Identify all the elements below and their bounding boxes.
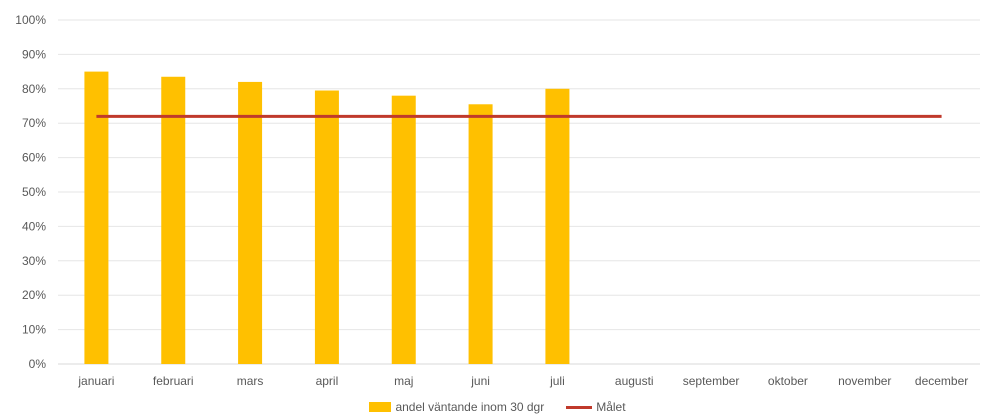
x-axis: januari februari mars april maj juni juli augus… — [77, 374, 968, 388]
x-tick-label: oktober — [768, 374, 808, 388]
y-tick-label: 40% — [22, 219, 46, 233]
legend-label-bars: andel väntande inom 30 dgr — [395, 400, 545, 414]
y-tick-label: 90% — [22, 47, 46, 61]
x-tick-label: september — [683, 374, 740, 388]
x-tick-label: juli — [549, 374, 565, 388]
x-tick-label: mars — [237, 374, 264, 388]
x-tick-label: augusti — [615, 374, 654, 388]
bar — [391, 95, 416, 365]
legend-item-bars: andel väntande inom 30 dgr — [369, 400, 544, 414]
bar — [314, 90, 339, 365]
gridlines — [58, 19, 980, 365]
y-axis: 0% 10% 20% 30% 40% 50% 60% 70% 80% 90% 100% — [15, 13, 46, 371]
x-tick-label: januari — [77, 374, 114, 388]
legend-label-goal: Målet — [596, 400, 626, 414]
bar — [468, 104, 493, 364]
legend: andel väntande inom 30 dgr Målet — [0, 398, 995, 416]
y-tick-label: 20% — [22, 288, 46, 302]
y-tick-label: 80% — [22, 82, 46, 96]
bar — [84, 71, 109, 364]
legend-swatch-goal — [566, 405, 593, 409]
bar — [545, 88, 570, 365]
x-tick-label: februari — [153, 374, 194, 388]
y-tick-label: 0% — [29, 357, 47, 371]
y-tick-label: 30% — [22, 254, 46, 268]
y-tick-label: 50% — [22, 185, 46, 199]
bar — [238, 81, 263, 365]
legend-swatch-bars — [369, 402, 392, 412]
bar-series — [84, 71, 570, 365]
y-tick-label: 70% — [22, 116, 46, 130]
y-tick-label: 10% — [22, 323, 46, 337]
x-tick-label: juni — [470, 374, 490, 388]
bar — [161, 76, 186, 364]
x-tick-label: november — [838, 374, 891, 388]
y-tick-label: 100% — [15, 13, 46, 27]
x-tick-label: maj — [394, 374, 413, 388]
y-tick-label: 60% — [22, 151, 46, 165]
legend-item-goal: Målet — [566, 400, 626, 414]
x-tick-label: december — [915, 374, 968, 388]
x-tick-label: april — [316, 374, 339, 388]
